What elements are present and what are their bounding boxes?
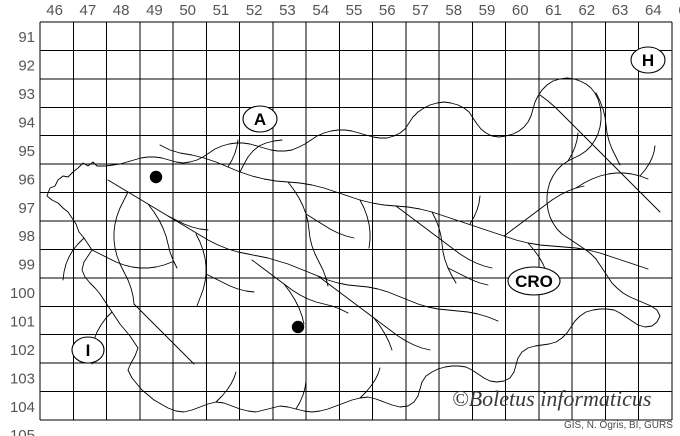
country-code-label: CRO	[515, 272, 553, 291]
river-ljubljanica	[195, 233, 207, 307]
river-savinja	[287, 181, 329, 287]
river-tributary-h	[567, 132, 579, 162]
x-axis-tick-label: 51	[213, 2, 230, 19]
river-meza	[239, 139, 283, 173]
map-outline-and-rivers	[46, 77, 661, 413]
country-code-ellipse	[71, 336, 105, 364]
river-bolska	[305, 213, 355, 239]
y-axis-labels: 91 92 93 94 95 96 97 98 99 100 101 102 103 104 105	[10, 29, 35, 436]
country-code-label: H	[642, 51, 654, 70]
x-axis-tick-label: 63	[612, 2, 629, 19]
x-axis-tick-label: 55	[346, 2, 363, 19]
x-axis-tick-label: 60	[512, 2, 529, 19]
y-axis-tick-label: 95	[18, 143, 35, 160]
y-axis-tick-label: 92	[18, 58, 35, 75]
river-vipava	[91, 249, 173, 269]
coordinate-grid	[39, 21, 673, 421]
copyright-label: ©Boletus informaticus	[452, 386, 651, 411]
x-axis-tick-label: 58	[445, 2, 462, 19]
y-axis-tick-label: 97	[18, 200, 35, 217]
river-soca	[113, 191, 135, 305]
x-axis-tick-label: 59	[479, 2, 496, 19]
y-axis-tick-label: 101	[10, 314, 35, 331]
country-code-ellipse	[507, 266, 561, 296]
country-code-label: I	[86, 341, 91, 360]
y-axis-tick-label: 104	[10, 399, 35, 416]
river-drava	[159, 144, 649, 270]
river-ledava	[595, 92, 621, 166]
national-border	[46, 77, 661, 413]
x-axis-tick-label: 53	[279, 2, 296, 19]
river-kolpa	[317, 275, 431, 351]
neighbour-country-codes: A H CRO I	[71, 46, 666, 364]
x-axis-tick-label: 52	[246, 2, 263, 19]
y-axis-tick-label: 96	[18, 171, 35, 188]
river-krka	[251, 259, 349, 314]
y-axis-tick-label: 91	[18, 29, 35, 46]
occurrence-dot	[291, 320, 305, 334]
x-axis-tick-label: 46	[46, 2, 63, 19]
x-axis-tick-label: 62	[578, 2, 595, 19]
country-code-label: A	[254, 110, 266, 129]
river-sotla	[431, 211, 457, 284]
x-axis-tick-label: 48	[113, 2, 130, 19]
x-axis-tick-label: 61	[545, 2, 562, 19]
river-tributary-e	[295, 373, 307, 410]
river-temenica	[283, 283, 305, 325]
river-tributary-f	[359, 367, 381, 399]
river-tributary-i	[469, 195, 481, 225]
river-reka	[133, 303, 195, 365]
river-dravinja	[395, 205, 493, 269]
y-axis-tick-label: 99	[18, 257, 35, 274]
x-axis-tick-label: 57	[412, 2, 429, 19]
river-scavnica	[503, 185, 585, 237]
y-axis-tick-label: 94	[18, 115, 35, 132]
y-axis-tick-label: 102	[10, 342, 35, 359]
river-pesnica	[575, 172, 649, 189]
x-axis-tick-label: 54	[312, 2, 329, 19]
x-axis-tick-label: 47	[80, 2, 97, 19]
country-code-ellipse	[242, 105, 278, 133]
x-axis-tick-label: 56	[379, 2, 396, 19]
x-axis-tick-label: 65	[678, 2, 680, 19]
y-axis-tick-label: 103	[10, 370, 35, 387]
country-code-ellipse	[630, 46, 666, 74]
x-axis-tick-label: 50	[179, 2, 196, 19]
x-axis-tick-label: 49	[146, 2, 163, 19]
river-mura	[539, 94, 661, 213]
river-tributary-d	[215, 371, 237, 403]
river-cerknica	[205, 273, 255, 293]
y-axis-tick-label: 93	[18, 86, 35, 103]
y-axis-tick-label: 105	[10, 427, 35, 436]
river-tributary-b	[447, 267, 489, 286]
river-paka	[359, 199, 371, 249]
river-tributary-g	[639, 145, 656, 177]
gis-attribution-label: GIS, N. Ogris, BI, GURS	[564, 420, 673, 431]
river-lahinja	[373, 317, 393, 351]
river-idrijca	[147, 203, 178, 269]
y-axis-tick-label: 100	[10, 285, 35, 302]
river-tributary-a	[167, 215, 209, 231]
occurrence-records	[149, 170, 305, 334]
occurrence-dot	[149, 170, 163, 184]
x-axis-tick-label: 64	[645, 2, 662, 19]
y-axis-tick-label: 98	[18, 228, 35, 245]
river-tributary-j	[227, 139, 239, 168]
x-axis-labels: 46 47 48 49 50 51 52 53 54 55 56 57 58 59 60 61 62 63 64 65	[46, 2, 680, 19]
river-nadiza	[62, 237, 85, 281]
